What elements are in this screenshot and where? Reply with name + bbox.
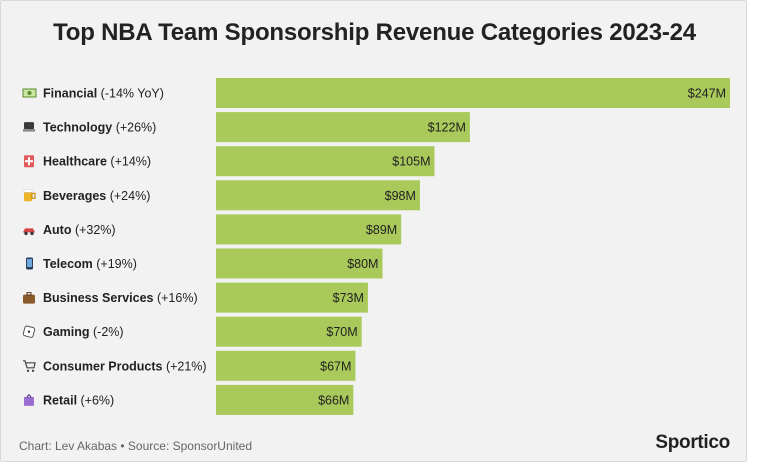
bar-value-label: $105M <box>392 155 430 169</box>
cart-icon <box>23 360 36 372</box>
bar-beverages <box>216 180 420 211</box>
category-name: Financial <box>43 87 97 101</box>
category-name: Healthcare <box>43 155 107 169</box>
chart-card: Top NBA Team Sponsorship Revenue Categor… <box>0 0 747 462</box>
category-name: Business Services <box>43 291 154 305</box>
bar-value-label: $66M <box>318 393 349 407</box>
bar-value-label: $247M <box>688 87 726 101</box>
chart-source: Chart: Lev Akabas • Source: SponsorUnite… <box>19 439 252 453</box>
bar-value-label: $98M <box>385 189 416 203</box>
category-name: Telecom <box>43 257 93 271</box>
category-label: Retail (+6%) <box>43 393 114 407</box>
bar-retail <box>216 384 354 415</box>
briefcase-icon <box>23 292 35 304</box>
category-label: Business Services (+16%) <box>43 291 198 305</box>
bar-consumer-products <box>216 350 356 381</box>
bar-telecom <box>216 248 383 279</box>
dice-icon <box>22 325 36 338</box>
beer-icon <box>23 189 36 202</box>
category-name: Consumer Products <box>43 359 163 373</box>
category-name: Retail <box>43 393 77 407</box>
bar-gaming <box>216 316 362 347</box>
bar-chart: $247M Financial (-14% YoY) $122M Technology… <box>22 78 730 415</box>
car-icon <box>23 228 35 236</box>
category-change: (+6%) <box>77 393 114 407</box>
category-change: (+19%) <box>93 257 137 271</box>
bar-financial <box>216 78 730 108</box>
category-name: Technology <box>43 121 112 135</box>
bar-healthcare <box>216 146 435 177</box>
category-label: Gaming (-2%) <box>43 325 124 339</box>
money-icon <box>22 88 37 98</box>
category-label: Healthcare (+14%) <box>43 155 151 169</box>
category-name: Auto <box>43 223 72 237</box>
category-label: Beverages (+24%) <box>43 189 150 203</box>
bar-value-label: $122M <box>428 121 466 135</box>
category-change: (+26%) <box>112 121 156 135</box>
category-change: (+14%) <box>107 155 151 169</box>
category-label: Technology (+26%) <box>43 121 156 135</box>
category-label: Auto (+32%) <box>43 223 116 237</box>
category-change: (+16%) <box>154 291 198 305</box>
bar-auto <box>216 214 402 245</box>
category-label: Consumer Products (+21%) <box>43 359 207 373</box>
chart-title: Top NBA Team Sponsorship Revenue Categor… <box>53 19 696 46</box>
bar-business-services <box>216 282 368 313</box>
bar-value-label: $89M <box>366 223 397 237</box>
shopping-bag-icon <box>24 394 34 406</box>
bar-value-label: $70M <box>326 325 357 339</box>
category-change: (-2%) <box>90 325 124 339</box>
category-change: (+24%) <box>106 189 150 203</box>
bar-technology <box>216 112 470 143</box>
bar-value-label: $80M <box>347 257 378 271</box>
bar-value-label: $73M <box>333 291 364 305</box>
category-label: Telecom (+19%) <box>43 257 137 271</box>
category-change: (+32%) <box>71 223 115 237</box>
laptop-icon <box>23 122 35 132</box>
category-name: Gaming <box>43 325 90 339</box>
health-icon <box>24 155 34 168</box>
brand-logo: Sportico <box>655 432 730 453</box>
category-change: (+21%) <box>162 359 206 373</box>
category-label: Financial (-14% YoY) <box>43 87 164 101</box>
bar-value-label: $67M <box>320 359 351 373</box>
phone-icon <box>26 257 33 270</box>
category-change: (-14% YoY) <box>97 87 164 101</box>
category-name: Beverages <box>43 189 106 203</box>
